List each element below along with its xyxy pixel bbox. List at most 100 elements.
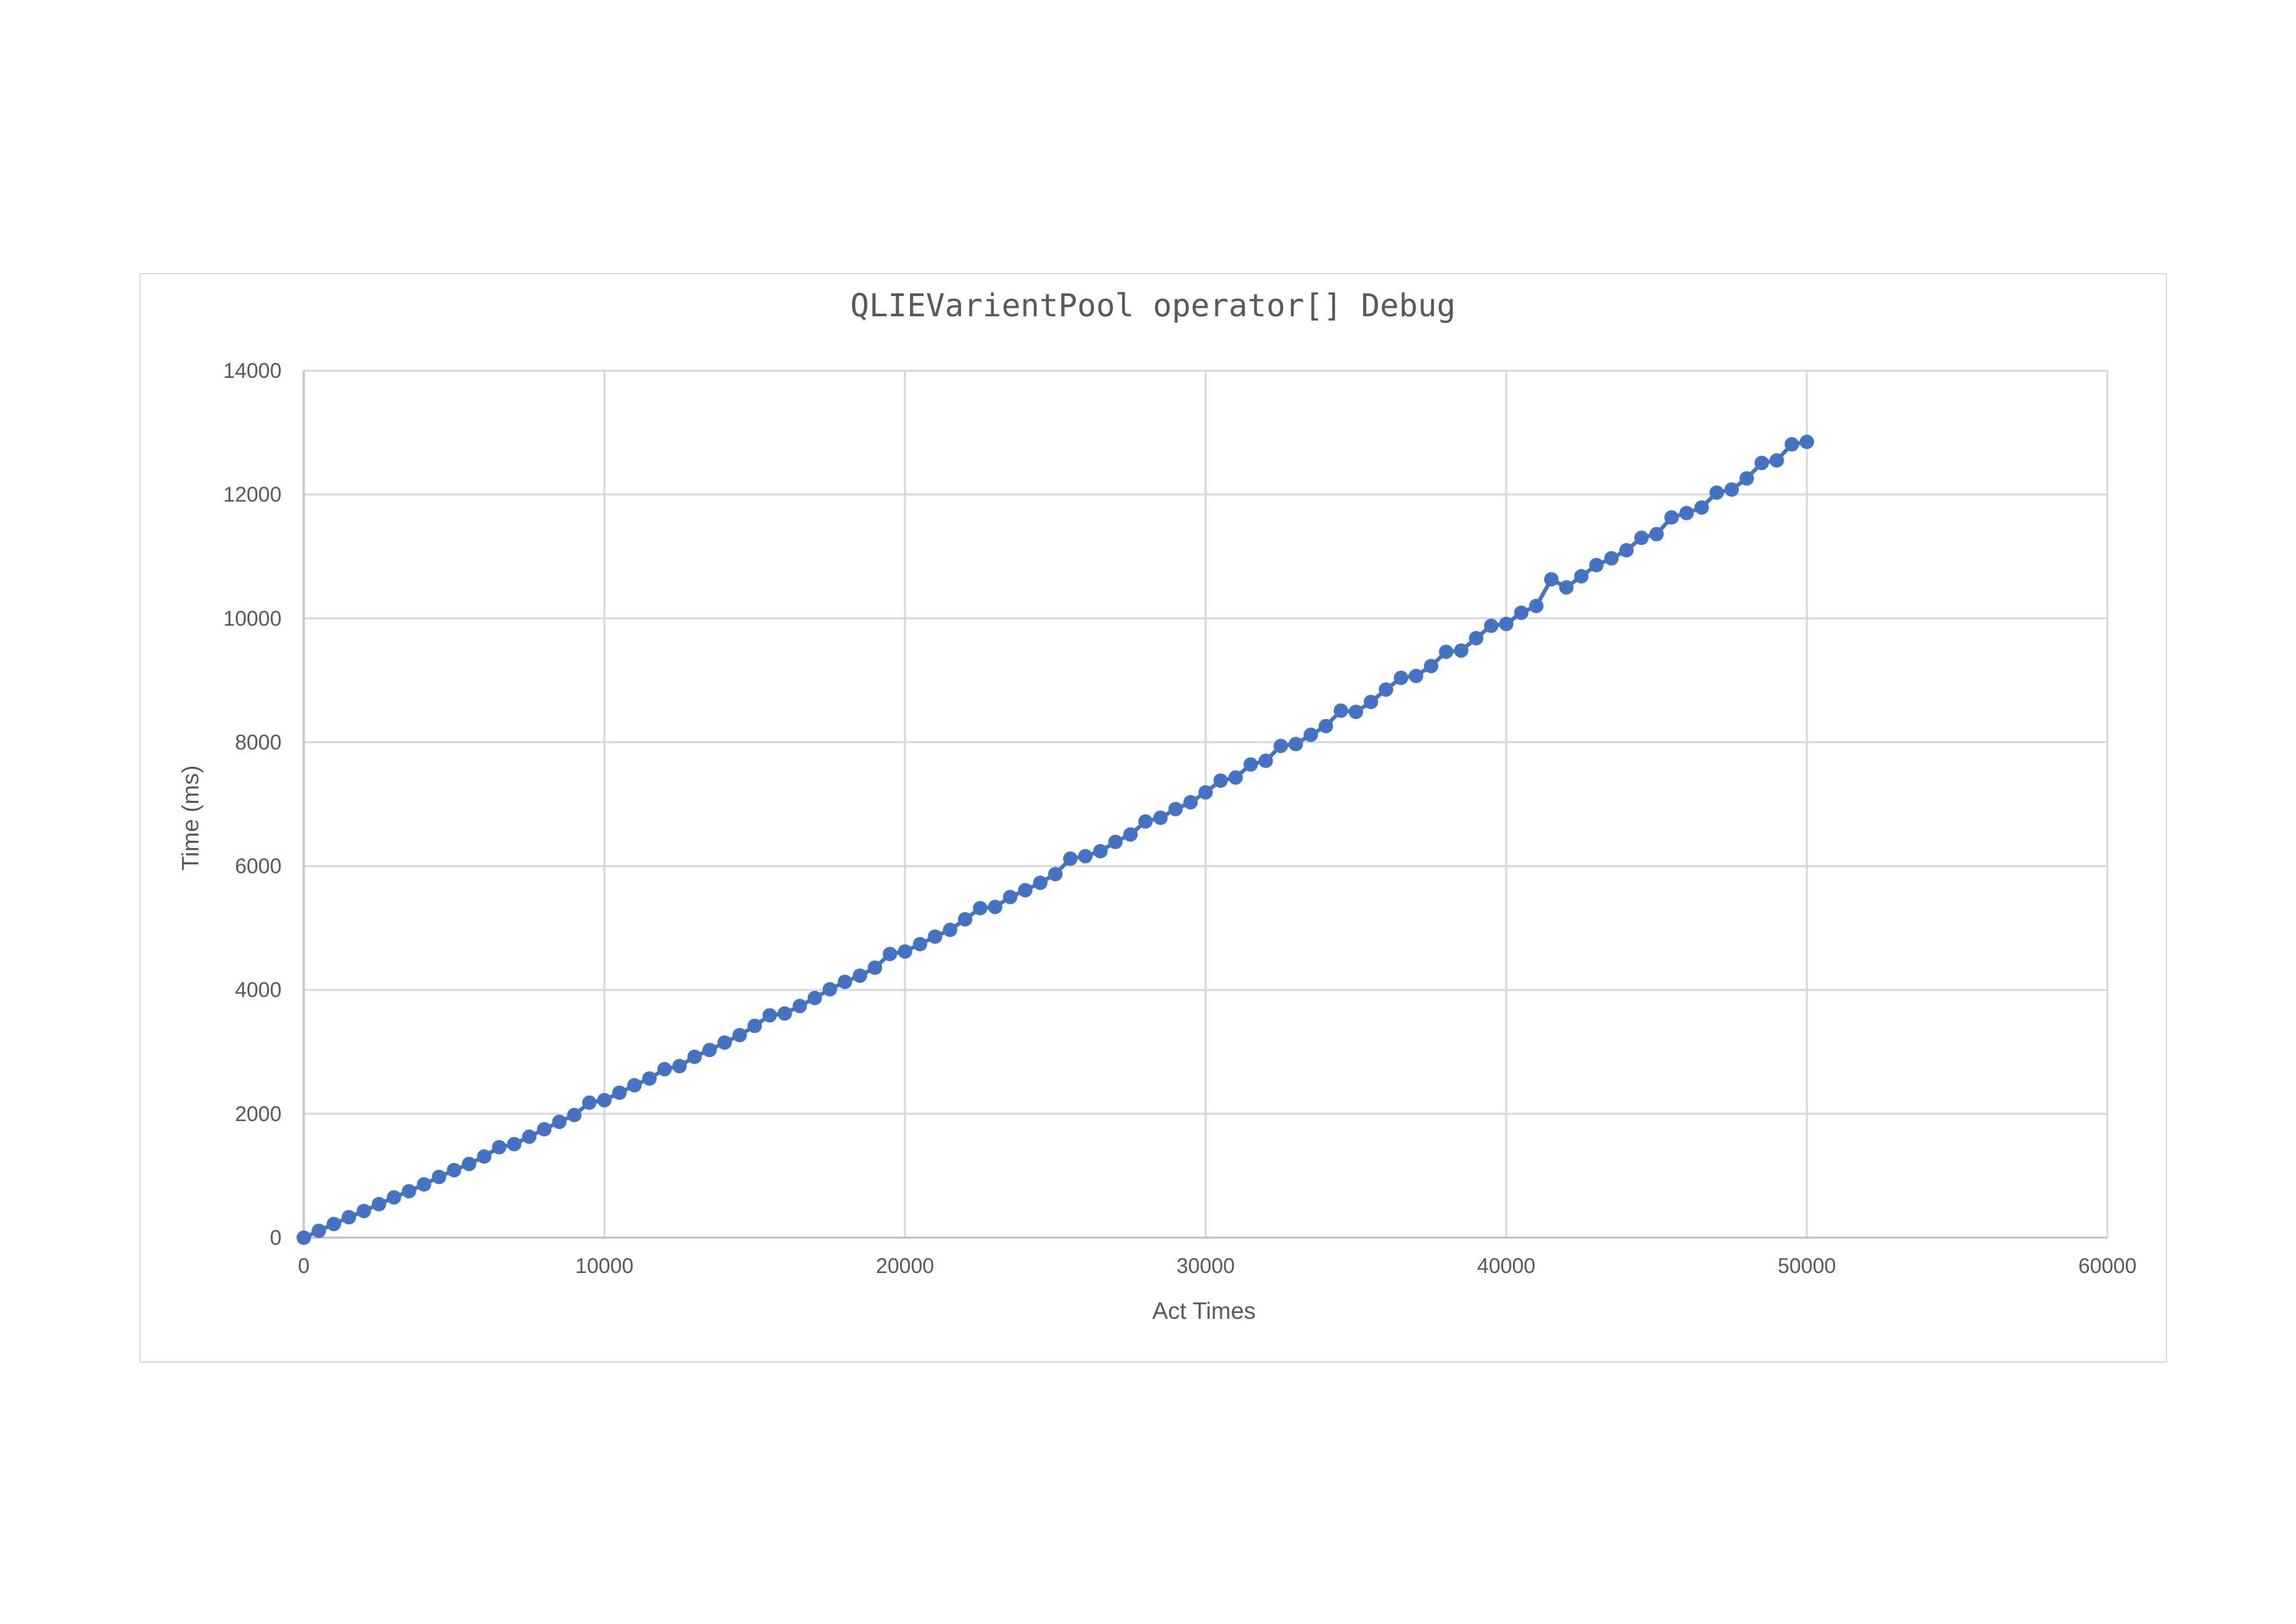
data-point: [462, 1156, 477, 1172]
x-tick-label: 20000: [876, 1254, 934, 1278]
data-point: [1799, 434, 1814, 449]
data-point: [1379, 682, 1393, 697]
data-point: [702, 1043, 717, 1058]
data-point: [297, 1230, 311, 1245]
data-point: [822, 982, 837, 997]
data-point: [612, 1085, 627, 1100]
data-point: [1453, 643, 1468, 658]
data-point: [852, 968, 867, 983]
data-point: [627, 1078, 642, 1093]
data-point: [1258, 753, 1273, 768]
y-tick-label: 10000: [223, 606, 282, 630]
data-point: [311, 1223, 326, 1238]
data-point: [928, 929, 943, 944]
data-point: [762, 1008, 777, 1023]
data-point: [1649, 526, 1664, 542]
data-point: [582, 1095, 597, 1110]
data-point: [988, 899, 1003, 914]
data-point: [446, 1162, 462, 1177]
data-point: [1559, 580, 1574, 595]
data-point: [1078, 849, 1093, 864]
data-point: [777, 1006, 792, 1021]
y-tick-label: 4000: [235, 978, 282, 1002]
y-tick-label: 12000: [223, 483, 282, 506]
data-point: [1349, 705, 1364, 720]
data-point: [642, 1071, 657, 1086]
data-point: [1709, 485, 1724, 500]
data-point: [1168, 802, 1183, 817]
series-line: [302, 439, 1809, 1240]
y-tick-labels: 0 2000 4000 6000 8000 10000 12000 14000: [223, 359, 282, 1249]
chart-area: QLIEVarientPool operator[] Debug 0 10000 2…: [139, 273, 2167, 1363]
y-axis-title: Time (ms): [177, 766, 204, 871]
data-point: [973, 900, 988, 915]
data-point: [837, 974, 852, 989]
series-group: [297, 434, 1814, 1245]
data-point: [883, 946, 898, 961]
data-point: [567, 1107, 582, 1122]
data-point: [1032, 876, 1048, 891]
data-point: [1183, 795, 1198, 810]
data-point: [1288, 737, 1303, 752]
y-tick-label: 6000: [235, 855, 282, 878]
data-point: [371, 1196, 386, 1211]
data-point: [1108, 834, 1123, 849]
data-point: [1123, 827, 1138, 842]
data-point: [1408, 669, 1423, 684]
data-point: [477, 1149, 492, 1164]
data-point: [386, 1190, 401, 1205]
data-point: [1589, 557, 1604, 572]
x-tick-label: 0: [298, 1254, 310, 1278]
data-point: [1393, 671, 1408, 686]
data-point: [552, 1115, 567, 1130]
data-point: [1694, 500, 1709, 515]
data-point: [687, 1049, 702, 1064]
x-tick-label: 10000: [575, 1254, 634, 1278]
y-tick-label: 14000: [223, 359, 282, 382]
data-point: [672, 1059, 687, 1074]
data-point: [1018, 883, 1032, 898]
data-point: [1619, 543, 1634, 558]
data-point: [1634, 530, 1649, 545]
data-point: [1198, 785, 1213, 800]
data-point: [732, 1027, 747, 1043]
x-tick-label: 40000: [1477, 1254, 1535, 1278]
data-point: [747, 1018, 762, 1033]
line-chart: QLIEVarientPool operator[] Debug 0 10000 2…: [177, 287, 2137, 1324]
data-point: [1003, 889, 1018, 904]
data-point: [1334, 703, 1349, 718]
data-point: [1679, 506, 1694, 521]
data-point: [341, 1209, 356, 1225]
data-point: [416, 1177, 431, 1192]
data-point: [1303, 728, 1319, 743]
data-point: [1604, 551, 1619, 566]
y-tick-label: 0: [270, 1226, 282, 1249]
data-point: [492, 1139, 507, 1154]
data-point: [507, 1137, 522, 1152]
x-axis-title: Act Times: [1152, 1297, 1256, 1324]
data-point: [1319, 718, 1334, 733]
data-point: [1364, 694, 1379, 709]
x-tick-label: 50000: [1777, 1254, 1836, 1278]
data-point: [1740, 471, 1754, 486]
data-point: [717, 1035, 732, 1050]
data-point: [1243, 757, 1258, 772]
chart-title: QLIEVarientPool operator[] Debug: [850, 287, 1456, 324]
data-point: [1529, 599, 1544, 614]
data-point: [1664, 510, 1679, 525]
y-tick-label: 8000: [235, 730, 282, 754]
x-tick-label: 60000: [2079, 1254, 2137, 1278]
data-point: [431, 1170, 446, 1185]
data-point: [1499, 616, 1514, 631]
data-point: [1063, 851, 1078, 866]
data-point: [943, 922, 958, 937]
data-point: [1138, 814, 1153, 829]
data-point: [1093, 843, 1108, 858]
data-point: [1048, 866, 1063, 881]
data-point: [1468, 631, 1484, 646]
data-point: [537, 1122, 552, 1137]
data-point: [1484, 618, 1499, 633]
data-point: [867, 960, 883, 975]
data-point: [326, 1217, 341, 1232]
data-point: [792, 999, 807, 1014]
